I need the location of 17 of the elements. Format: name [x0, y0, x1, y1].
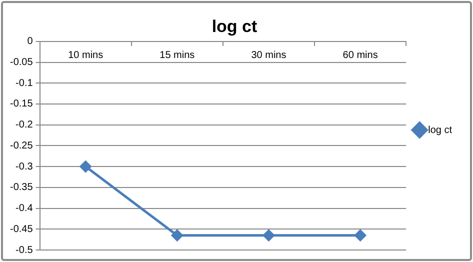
y-tick-label: -0.15	[10, 98, 34, 110]
chart-title: log ct	[212, 16, 258, 36]
y-tick-label: -0.5	[16, 244, 34, 256]
x-tick-label: 10 mins	[68, 50, 104, 62]
y-tick-label: 0	[27, 36, 34, 48]
y-tick-label: -0.2	[16, 120, 34, 131]
x-tick-label: 15 mins	[160, 50, 195, 62]
y-tick-label: -0.45	[10, 224, 34, 235]
y-tick-label: -0.1	[16, 78, 34, 89]
x-tick-label: 60 mins	[342, 50, 378, 62]
legend-label: log ct	[428, 124, 452, 136]
y-tick-label: -0.05	[10, 57, 34, 68]
y-tick-label: -0.3	[16, 161, 34, 172]
y-tick-label: -0.35	[10, 182, 34, 194]
x-tick-label: 30 mins	[251, 50, 286, 62]
y-tick-label: -0.25	[10, 140, 34, 152]
y-tick-label: -0.4	[16, 203, 34, 214]
